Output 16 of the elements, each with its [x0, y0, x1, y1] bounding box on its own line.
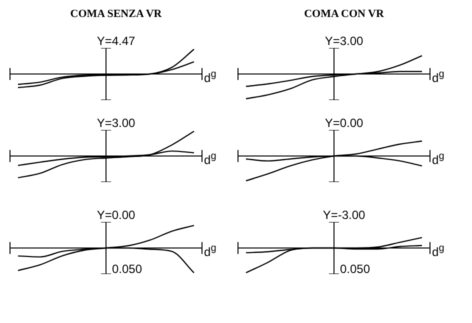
x-axis-title: d$^{g}$: [204, 243, 216, 259]
x-axis-title: d$^{g}$: [204, 151, 216, 167]
x-axis-title: d$^{g}$: [432, 69, 444, 85]
chart-title: COMA CON VR: [303, 8, 385, 20]
annotation: 0.050: [340, 262, 370, 276]
chart-subtitle: Y=3.00: [324, 34, 364, 48]
chart-title: COMA SENZA VR: [69, 8, 163, 20]
x-axis-title: d$^{g}$: [432, 151, 444, 167]
chart-title: Y=-3.00: [322, 208, 366, 222]
x-axis-title: d$^{g}$: [204, 69, 216, 85]
chart-subtitle: Y=4.47: [96, 34, 136, 48]
x-axis-title: d$^{g}$: [432, 243, 444, 259]
chart-title: Y=0.00: [96, 208, 136, 222]
chart-title: Y=0.00: [324, 116, 364, 130]
annotation: 0.050: [112, 262, 142, 276]
chart-title: Y=3.00: [96, 116, 136, 130]
